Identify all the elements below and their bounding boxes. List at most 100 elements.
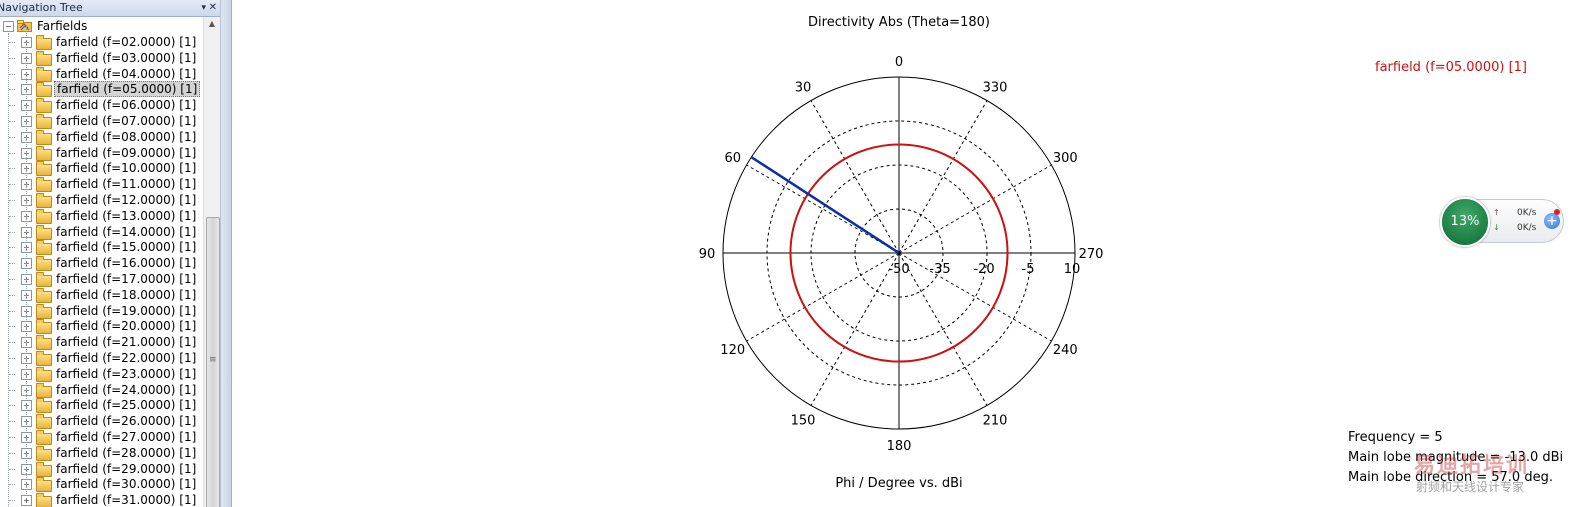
- tree-guide-branch: [9, 200, 15, 201]
- tree-item-label: farfield (f=02.0000) [1]: [56, 35, 197, 49]
- tree-item-label: farfield (f=31.0000) [1]: [56, 493, 197, 507]
- series-trace: [789, 143, 1009, 363]
- tree-item-label: farfield (f=22.0000) [1]: [56, 351, 197, 365]
- upload-rate: 0K/s: [1517, 208, 1537, 218]
- angular-tick-label: 210: [983, 413, 1008, 428]
- tree-item-label: farfield (f=14.0000) [1]: [56, 224, 197, 239]
- tree-guide-branch: [9, 136, 15, 138]
- tree-guide-branch: [9, 89, 15, 91]
- tree-guide-branch: [9, 121, 15, 122]
- tree-item-label: farfield (f=07.0000) [1]: [56, 114, 197, 128]
- tree-guide-line: [26, 389, 27, 406]
- tree-guide-line: [26, 26, 27, 42]
- folder-icon: [36, 272, 52, 287]
- angular-tick-label: 300: [1053, 151, 1078, 166]
- scrollbar-thumb[interactable]: ≡: [206, 217, 220, 507]
- panel-splitter[interactable]: [221, 0, 232, 507]
- axis-label: Phi / Degree vs. dBi: [835, 476, 962, 491]
- tree-root-label: Farfields: [37, 19, 88, 33]
- angular-tick-label: 90: [699, 247, 716, 262]
- tree-guide-branch: [9, 389, 15, 391]
- main-lobe-magnitude-text: Main lobe magnitude = -13.0 dBi: [1348, 450, 1564, 465]
- tree-guide-branch: [9, 152, 15, 154]
- folder-icon: [36, 366, 52, 382]
- tree-item-label: farfield (f=23.0000) [1]: [56, 366, 197, 381]
- folder-icon: [36, 161, 52, 177]
- folder-icon: [36, 145, 52, 161]
- frequency-text: Frequency = 5: [1348, 430, 1443, 445]
- tree-item-label: farfield (f=26.0000) [1]: [56, 414, 197, 429]
- scroll-up-arrow-icon[interactable]: ▲: [208, 19, 216, 28]
- angular-tick-label: 0: [895, 55, 903, 70]
- radial-tick-label: -20: [973, 262, 994, 277]
- tree-view: − Farfields + farfield (f=02.0000) [1] + fa…: [0, 17, 203, 507]
- series-layer: [750, 143, 1009, 363]
- tree-guide-branch: [9, 247, 15, 249]
- tree-guide-line: [26, 452, 27, 469]
- polar-grid-spoke: [898, 252, 988, 406]
- folder-icon: [36, 224, 52, 240]
- tree-item-label: farfield (f=04.0000) [1]: [56, 66, 197, 81]
- tree-guide-branch: [9, 500, 15, 502]
- tree-item-label: farfield (f=03.0000) [1]: [56, 50, 197, 65]
- usage-percent-badge[interactable]: 13%: [1440, 197, 1490, 247]
- download-arrow-icon: ↓: [1493, 223, 1500, 232]
- tree-guide-branch: [9, 215, 15, 217]
- polar-grid: [722, 76, 1076, 430]
- close-icon[interactable]: ✕: [208, 2, 217, 13]
- folder-icon: [36, 461, 52, 477]
- folder-icon: [36, 335, 52, 351]
- folder-icon: [36, 382, 52, 398]
- tree-guide-branch: [9, 57, 15, 59]
- tree-guide-branch: [9, 310, 15, 312]
- tree-guide-branch: [9, 484, 15, 486]
- folder-icon: [36, 35, 52, 50]
- radial-tick-label: -35: [929, 262, 950, 277]
- tree-guide-line: [26, 105, 27, 121]
- folder-icon: [36, 66, 52, 82]
- plot-area: Directivity Abs (Theta=180) 0 30 60 90 120 15…: [232, 0, 1587, 507]
- pin-dropdown-icon[interactable]: ▾: [201, 3, 206, 13]
- tick-labels: 0 30 60 90 120 150 180 210 240 270 300 330 -50 -35 -20…: [699, 55, 1104, 454]
- scrollbar-grip-icon: ≡: [209, 355, 217, 365]
- plus-icon[interactable]: +: [1544, 213, 1560, 229]
- tree-guide-line: [26, 41, 27, 58]
- tree-guide-line: [26, 484, 27, 501]
- folder-icon: [36, 98, 52, 114]
- tree-guide-line: [26, 357, 27, 374]
- angular-tick-label: 180: [887, 439, 912, 454]
- expand-icon[interactable]: +: [21, 495, 32, 507]
- tree-guide-branch: [9, 326, 15, 328]
- upload-arrow-icon: ↑: [1493, 208, 1500, 217]
- main-lobe-info: Frequency = 5 Main lobe magnitude = -13.…: [1348, 428, 1563, 488]
- tree-guide-line: [8, 33, 9, 507]
- navigation-tree-title: Navigation Tree: [0, 1, 83, 14]
- tree-guide-line: [26, 326, 27, 343]
- tree-guide-branch: [9, 168, 15, 170]
- folder-icon: [36, 398, 52, 414]
- network-monitor-widget[interactable]: 13% ↑ ↓ 0K/s 0K/s +: [1440, 197, 1564, 247]
- angular-tick-label: 150: [791, 413, 816, 428]
- tree-guide-line: [26, 294, 27, 311]
- folder-icon: [36, 287, 52, 303]
- radial-tick-label: 10: [1064, 262, 1081, 277]
- legend-entry: farfield (f=05.0000) [1]: [1375, 60, 1527, 75]
- polar-chart: Directivity Abs (Theta=180) 0 30 60 90 120 15…: [699, 15, 1104, 491]
- folder-icon: [36, 208, 52, 224]
- tree-guide-line: [26, 421, 27, 437]
- tree-item-label: farfield (f=25.0000) [1]: [56, 398, 197, 413]
- tree-guide-line: [26, 120, 27, 137]
- main-lobe-direction-text: Main lobe direction = 57.0 deg.: [1348, 470, 1553, 485]
- tree-item-label: farfield (f=18.0000) [1]: [56, 287, 197, 302]
- angular-tick-label: 270: [1079, 247, 1104, 262]
- tree-guide-line: [26, 199, 27, 216]
- notification-dot: [1554, 209, 1560, 215]
- tree-guide-line: [26, 373, 27, 390]
- tree-item-label: farfield (f=10.0000) [1]: [56, 161, 197, 176]
- tree-item-label: farfield (f=08.0000) [1]: [56, 129, 197, 144]
- collapse-icon[interactable]: −: [3, 21, 14, 32]
- vertical-scrollbar[interactable]: ▲ ≡: [203, 17, 220, 507]
- tree-guide-line: [26, 263, 27, 279]
- folder-icon: [36, 256, 52, 272]
- tree-guide-branch: [9, 294, 15, 296]
